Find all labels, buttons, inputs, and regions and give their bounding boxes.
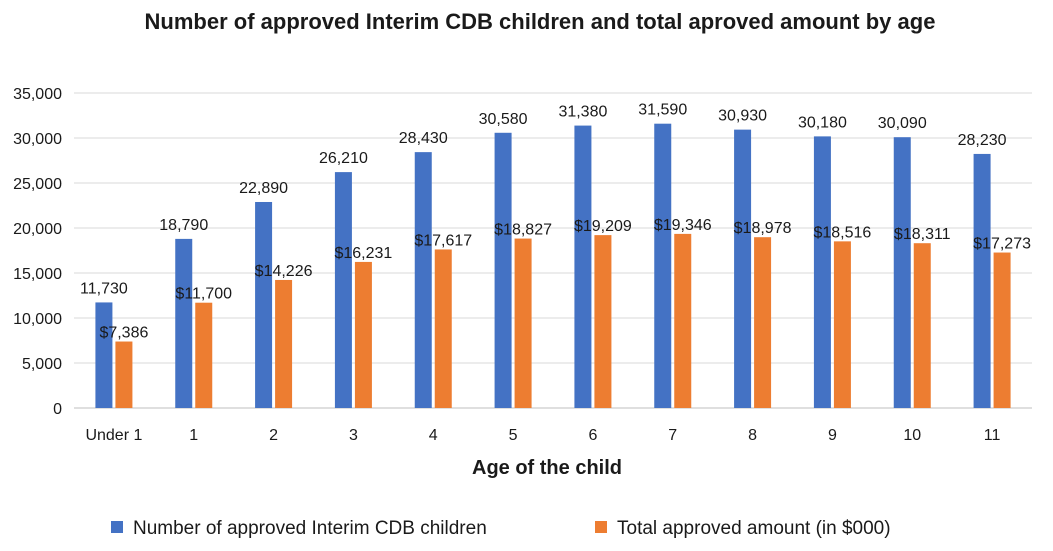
data-label-amount: $7,386: [99, 325, 148, 342]
data-label-children: 30,180: [798, 114, 847, 131]
bar-amount: [833, 241, 851, 408]
bar-children: [494, 132, 512, 408]
x-tick-label: 2: [269, 427, 278, 444]
bar-children: [255, 201, 273, 408]
bar-children: [893, 137, 911, 408]
y-tick-label: 0: [53, 401, 62, 418]
y-tick-label: 15,000: [13, 266, 62, 283]
data-label-amount: $11,700: [175, 286, 232, 303]
data-label-amount: $18,978: [734, 220, 792, 237]
y-tick-label: 35,000: [13, 86, 62, 103]
data-label-children: 11,730: [80, 280, 128, 297]
bar-amount: [674, 233, 692, 408]
data-label-amount: $17,617: [414, 232, 472, 249]
bar-children: [574, 125, 592, 408]
y-tick-label: 30,000: [13, 131, 62, 148]
data-label-children: 30,090: [878, 115, 927, 132]
x-axis-title: Age of the child: [472, 457, 622, 479]
y-axis-ticks: 0 5,000 10,000 15,000 20,000 25,000 30,000 35,0…: [13, 86, 62, 418]
bar-children: [973, 153, 991, 408]
x-tick-label: 1: [189, 427, 198, 444]
data-label-amount: $16,231: [334, 245, 392, 262]
data-label-amount: $18,516: [813, 224, 871, 241]
x-tick-label: 11: [984, 427, 1001, 444]
bar-children: [654, 123, 672, 408]
bar-children: [334, 172, 352, 408]
bar-amount: [354, 261, 372, 408]
bar-children: [734, 129, 752, 408]
bar-children: [813, 136, 831, 408]
x-tick-label: 10: [903, 427, 921, 444]
x-tick-label: Under 1: [85, 427, 142, 444]
data-labels: 11,730 $7,386 18,790 $11,700 22,890 $14,226 26…: [80, 102, 1031, 342]
data-label-children: 22,890: [239, 180, 288, 197]
data-label-children: 30,930: [718, 108, 767, 125]
bar-amount: [195, 302, 213, 408]
legend-label-children: Number of approved Interim CDB children: [133, 518, 487, 539]
data-label-amount: $14,226: [255, 263, 313, 280]
bar-amount: [115, 341, 133, 408]
bar-amount: [275, 279, 293, 408]
bar-children: [414, 152, 432, 408]
x-tick-label: 5: [509, 427, 518, 444]
bar-amount: [594, 235, 612, 408]
x-tick-label: 7: [668, 427, 677, 444]
chart-title: Number of approved Interim CDB children …: [144, 9, 936, 34]
legend-swatch-children: [111, 521, 123, 533]
bar-children: [95, 302, 113, 408]
y-tick-label: 20,000: [13, 221, 62, 238]
data-label-children: 31,590: [638, 102, 687, 119]
data-label-amount: $19,209: [574, 218, 632, 235]
data-label-children: 30,580: [479, 111, 528, 128]
bar-amount: [514, 238, 532, 408]
data-label-children: 31,380: [558, 104, 607, 121]
data-label-children: 18,790: [159, 217, 208, 234]
data-label-children: 28,230: [958, 132, 1007, 149]
legend: Number of approved Interim CDB children …: [111, 518, 891, 539]
bar-amount: [913, 243, 931, 408]
bar-amount: [434, 249, 452, 408]
bar-children: [175, 238, 193, 408]
gridlines: [74, 92, 1032, 409]
data-label-children: 26,210: [319, 150, 368, 167]
x-axis-ticks: Under 1 1 2 3 4 5 6 7 8 9 10 11: [85, 427, 1000, 444]
bar-amount: [754, 237, 772, 408]
x-tick-label: 6: [588, 427, 597, 444]
x-tick-label: 4: [429, 427, 438, 444]
data-label-amount: $19,346: [654, 217, 712, 234]
x-tick-label: 8: [748, 427, 757, 444]
data-label-children: 28,430: [399, 130, 448, 147]
legend-swatch-amount: [595, 521, 607, 533]
legend-label-amount: Total approved amount (in $000): [617, 518, 891, 539]
bar-amount: [993, 252, 1011, 408]
bars: [95, 123, 1011, 408]
y-tick-label: 25,000: [13, 176, 62, 193]
x-tick-label: 9: [828, 427, 837, 444]
data-label-amount: $18,827: [494, 222, 552, 239]
x-tick-label: 3: [349, 427, 358, 444]
data-label-amount: $17,273: [973, 236, 1031, 253]
y-tick-label: 5,000: [22, 356, 62, 373]
data-label-amount: $18,311: [894, 226, 951, 243]
y-tick-label: 10,000: [13, 311, 62, 328]
